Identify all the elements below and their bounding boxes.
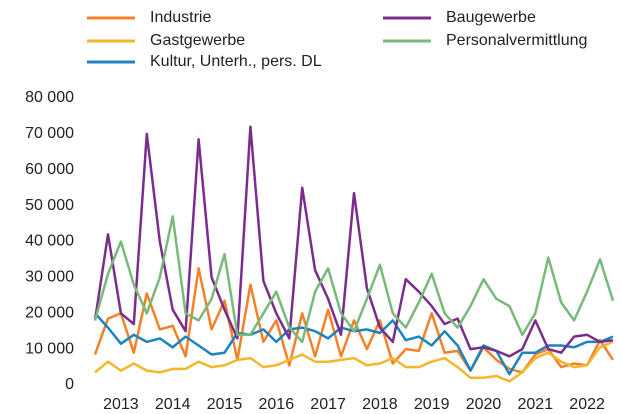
y-tick-label: 70 000 xyxy=(25,125,74,142)
series-line xyxy=(94,340,614,383)
series-line xyxy=(93,215,615,344)
y-tick-label: 40 000 xyxy=(25,233,74,250)
legend-label: Gastgewerbe xyxy=(150,32,245,49)
x-tick-label: 2020 xyxy=(466,396,502,413)
y-tick-label: 30 000 xyxy=(25,269,74,286)
x-tick-label: 2015 xyxy=(207,396,243,413)
x-tick-label: 2017 xyxy=(310,396,346,413)
x-tick-label: 2019 xyxy=(414,396,450,413)
y-tick-label: 0 xyxy=(65,376,74,393)
series-line xyxy=(93,125,614,358)
legend-label: Baugewerbe xyxy=(446,9,536,26)
y-tick-label: 10 000 xyxy=(25,340,74,357)
x-tick-label: 2013 xyxy=(103,396,139,413)
legend-label: Kultur, Unterh., pers. DL xyxy=(150,53,322,70)
y-tick-label: 20 000 xyxy=(25,304,74,321)
x-tick-label: 2014 xyxy=(155,396,191,413)
x-tick-label: 2022 xyxy=(569,396,605,413)
legend-label: Industrie xyxy=(150,9,211,26)
y-tick-label: 50 000 xyxy=(25,197,74,214)
legend-label: Personalvermittlung xyxy=(446,32,587,49)
x-tick-label: 2021 xyxy=(518,396,554,413)
y-tick-label: 80 000 xyxy=(25,89,74,106)
x-tick-label: 2018 xyxy=(362,396,398,413)
y-tick-label: 60 000 xyxy=(25,161,74,178)
x-tick-label: 2016 xyxy=(259,396,295,413)
